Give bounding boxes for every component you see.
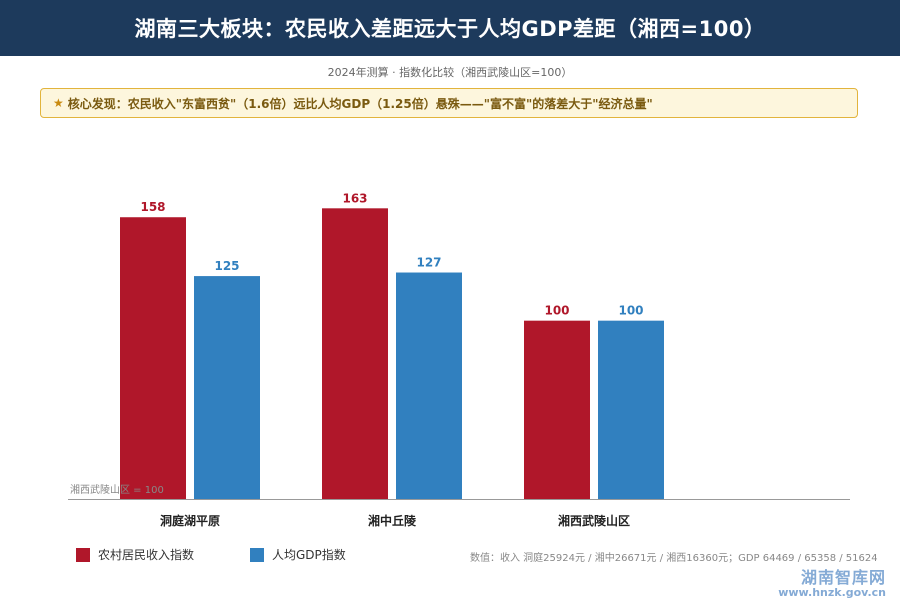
data-label: 158 <box>140 200 165 214</box>
bar <box>598 320 664 499</box>
x-tick-label: 湘西武陵山区 <box>558 513 630 528</box>
watermark-url: www.hnzk.gov.cn <box>778 585 886 599</box>
watermark-logo: 湖南智库网 www.hnzk.gov.cn <box>778 568 886 599</box>
bar <box>524 320 590 499</box>
star-icon: ★ <box>53 96 64 110</box>
legend-swatch-income <box>76 547 90 562</box>
key-finding-text: 核心发现：农民收入"东富西贫"（1.6倍）远比人均GDP（1.25倍）悬殊——"… <box>67 96 653 111</box>
x-tick-label: 湘中丘陵 <box>368 513 417 528</box>
data-label: 163 <box>342 191 367 205</box>
legend-item-gdp: 人均GDP指数 <box>250 546 346 563</box>
legend-swatch-gdp <box>250 547 264 562</box>
bar <box>120 217 186 499</box>
subtitle: 2024年测算 · 指数化比较（湘西武陵山区=100） <box>327 66 573 79</box>
watermark-name: 湖南智库网 <box>800 568 886 587</box>
data-label: 100 <box>544 304 569 318</box>
data-footnote: 数值：收入 洞庭25924元 / 湘中26671元 / 湘西16360元；GDP… <box>470 553 878 564</box>
bar <box>396 272 462 499</box>
legend-label-income: 农村居民收入指数 <box>98 548 195 562</box>
data-label: 100 <box>618 304 643 318</box>
key-finding-box: ★ 核心发现：农民收入"东富西贫"（1.6倍）远比人均GDP（1.25倍）悬殊—… <box>40 88 858 118</box>
bar <box>194 276 260 499</box>
legend-label-gdp: 人均GDP指数 <box>272 548 346 562</box>
bar <box>322 208 388 500</box>
data-label: 127 <box>416 256 441 270</box>
title-bar: 湖南三大板块：农民收入差距远大于人均GDP差距（湘西=100） <box>0 0 900 56</box>
x-tick-label: 洞庭湖平原 <box>160 513 220 528</box>
bar-chart: 158 125 洞庭湖平原 163 127 湘中丘陵 100 100 湘西武陵山区 湘西武陵山区 … <box>68 191 850 528</box>
legend-item-income: 农村居民收入指数 <box>76 546 194 563</box>
data-label: 125 <box>214 259 239 273</box>
reference-label: 湘西武陵山区 = 100 <box>70 483 164 496</box>
page-title: 湖南三大板块：农民收入差距远大于人均GDP差距（湘西=100） <box>134 17 766 41</box>
